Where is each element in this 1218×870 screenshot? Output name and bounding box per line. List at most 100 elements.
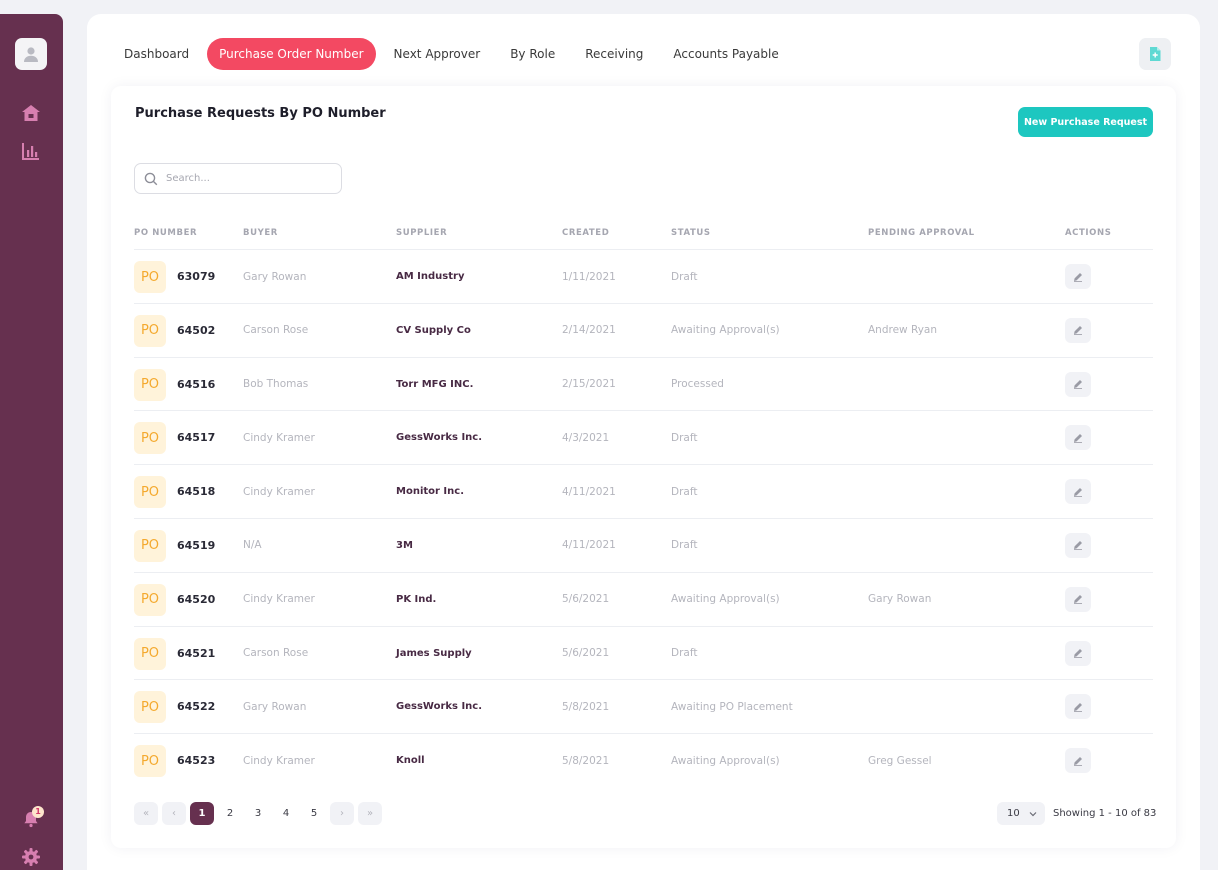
edit-button[interactable] (1065, 425, 1091, 451)
po-number[interactable]: 64518 (177, 485, 216, 499)
buyer-name: Carson Rose (243, 647, 309, 660)
supplier-name: GessWorks Inc. (396, 432, 483, 444)
table-body: PO 63079 Gary Rowan AM Industry 1/11/2021 Dra… (134, 250, 1153, 788)
supplier-name: AM Industry (396, 271, 465, 282)
nav-home[interactable] (20, 102, 42, 124)
next-page-button[interactable]: › (330, 802, 354, 825)
status-text: Processed (671, 378, 724, 391)
col-status[interactable]: STATUS (671, 228, 711, 238)
table-row[interactable]: PO 63079 Gary Rowan AM Industry 1/11/2021 Dra… (134, 250, 1153, 304)
edit-button[interactable] (1065, 371, 1091, 397)
sidebar: 1 (0, 14, 63, 870)
pencil-icon (1074, 702, 1082, 712)
status-text: Awaiting PO Placement (671, 700, 793, 713)
status-text: Draft (671, 485, 698, 498)
edit-button[interactable] (1065, 748, 1091, 774)
col-po-number[interactable]: PO NUMBER (134, 228, 198, 238)
page-size-select[interactable]: 10 (997, 802, 1045, 825)
edit-button[interactable] (1065, 640, 1091, 666)
created-date: 4/3/2021 (562, 431, 610, 444)
table-row[interactable]: PO 64518 Cindy Kramer Monitor Inc. 4/11/2021… (134, 465, 1153, 519)
tab-accounts-payable[interactable]: Accounts Payable (673, 47, 779, 61)
po-number[interactable]: 64523 (177, 754, 216, 768)
pencil-icon (1074, 487, 1082, 497)
table-row[interactable]: PO 64520 Cindy Kramer PK Ind. 5/6/2021 Awaiti… (134, 573, 1153, 627)
user-avatar[interactable] (15, 38, 47, 70)
buyer-name: Gary Rowan (243, 270, 307, 283)
edit-button[interactable] (1065, 532, 1091, 558)
table-row[interactable]: PO 64517 Cindy Kramer GessWorks Inc. 4/3/202… (134, 411, 1153, 466)
col-created[interactable]: CREATED (562, 228, 610, 238)
po-badge: PO (134, 476, 166, 509)
table-row[interactable]: PO 64516 Bob Thomas Torr MFG INC. 2/15/2021 P… (134, 358, 1153, 412)
po-number[interactable]: 64522 (177, 700, 216, 714)
buyer-name: Bob Thomas (243, 378, 309, 391)
tab-purchase-order-number[interactable]: Purchase Order Number (207, 38, 376, 70)
page-button-4[interactable]: 4 (282, 808, 290, 819)
col-supplier[interactable]: SUPPLIER (396, 228, 448, 238)
edit-button[interactable] (1065, 586, 1091, 612)
created-date: 4/11/2021 (562, 485, 616, 498)
chevron-down-icon (1029, 811, 1037, 816)
pencil-icon (1074, 272, 1082, 282)
pagination: « ‹ 1 2 3 4 5 › » (134, 802, 386, 825)
card-title: Purchase Requests By PO Number (135, 106, 386, 121)
tab-bar: Dashboard Purchase Order Number Next App… (112, 38, 797, 70)
edit-button[interactable] (1065, 694, 1091, 720)
tab-receiving[interactable]: Receiving (585, 47, 644, 61)
po-number[interactable]: 64520 (177, 592, 216, 606)
po-badge: PO (134, 691, 166, 724)
created-date: 4/11/2021 (562, 539, 616, 552)
pencil-icon (1074, 756, 1082, 766)
user-avatar-icon (24, 47, 38, 62)
table-row[interactable]: PO 64521 Carson Rose James Supply 5/6/2021 Dr… (134, 627, 1153, 681)
buyer-name: Cindy Kramer (243, 754, 315, 767)
add-document-button[interactable] (1139, 38, 1171, 70)
pencil-icon (1074, 595, 1082, 605)
po-number[interactable]: 64517 (177, 431, 216, 445)
edit-button[interactable] (1065, 264, 1091, 289)
page-button-3[interactable]: 3 (254, 808, 262, 819)
page-button-5[interactable]: 5 (310, 808, 318, 819)
table-row[interactable]: PO 64519 N/A 3M 4/11/2021 Draft (134, 519, 1153, 573)
created-date: 2/15/2021 (562, 378, 616, 391)
search-input[interactable] (166, 173, 336, 184)
col-pending-approval[interactable]: PENDING APPROVAL (868, 228, 975, 238)
page-button-1[interactable]: 1 (190, 802, 214, 825)
col-actions: ACTIONS (1065, 228, 1112, 238)
po-number[interactable]: 63079 (177, 270, 216, 283)
new-purchase-request-button[interactable]: New Purchase Request (1018, 107, 1153, 137)
nav-settings[interactable] (20, 846, 42, 868)
pending-approver: Andrew Ryan (868, 324, 937, 337)
tab-by-role[interactable]: By Role (510, 47, 556, 61)
po-number[interactable]: 64502 (177, 323, 216, 337)
tab-dashboard[interactable]: Dashboard (124, 47, 190, 61)
supplier-name: PK Ind. (396, 593, 437, 605)
nav-reports[interactable] (20, 140, 42, 162)
edit-button[interactable] (1065, 317, 1091, 343)
tab-next-approver[interactable]: Next Approver (393, 47, 481, 61)
po-number[interactable]: 64519 (177, 538, 216, 552)
first-page-button[interactable]: « (134, 802, 158, 825)
status-text: Draft (671, 539, 698, 552)
pencil-icon (1074, 326, 1082, 336)
status-text: Draft (671, 647, 698, 660)
col-buyer[interactable]: BUYER (243, 228, 278, 238)
bar-chart-icon (22, 143, 39, 160)
edit-button[interactable] (1065, 479, 1091, 505)
notification-badge: 1 (32, 806, 44, 818)
page-button-2[interactable]: 2 (226, 808, 234, 819)
buyer-name: N/A (243, 539, 262, 552)
status-text: Draft (671, 270, 698, 283)
supplier-name: Knoll (396, 755, 425, 767)
po-number[interactable]: 64521 (177, 646, 216, 660)
pencil-icon (1074, 541, 1082, 551)
table-row[interactable]: PO 64523 Cindy Kramer Knoll 5/8/2021 Awaiting… (134, 734, 1153, 788)
po-number[interactable]: 64516 (177, 377, 216, 391)
table-row[interactable]: PO 64502 Carson Rose CV Supply Co 2/14/2021 A… (134, 304, 1153, 358)
table-row[interactable]: PO 64522 Gary Rowan GessWorks Inc. 5/8/2021 A… (134, 680, 1153, 735)
purchase-requests-card: Purchase Requests By PO Number New Purch… (111, 86, 1176, 848)
last-page-button[interactable]: » (358, 802, 382, 825)
prev-page-button[interactable]: ‹ (162, 802, 186, 825)
status-text: Awaiting Approval(s) (671, 324, 780, 337)
